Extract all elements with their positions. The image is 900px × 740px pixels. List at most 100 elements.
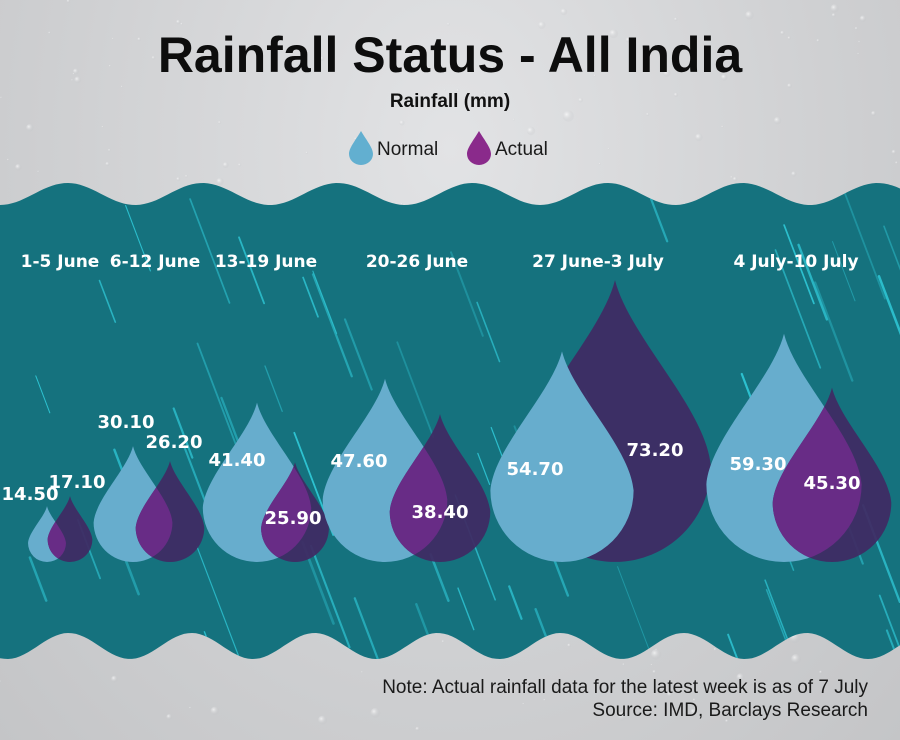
water-droplet [37,170,40,173]
water-droplet [111,37,114,40]
water-droplet [831,13,836,18]
water-droplet [730,176,733,179]
rain-streak [309,544,351,649]
rain-streak [832,241,856,302]
water-droplet [319,56,325,62]
water-droplet [609,29,619,39]
drop-group [93,446,205,562]
water-droplet [72,68,79,75]
water-droplet [166,714,173,720]
water-droplet [791,171,797,177]
water-droplet [185,174,188,178]
water-droplet [399,120,405,126]
drop-group [202,402,329,562]
rain-streak [764,579,809,659]
water-droplet [646,112,650,116]
rain-streak [196,342,238,448]
water-droplet [819,670,823,674]
water-droplet [560,8,568,16]
rain-streak [98,279,117,323]
chart-title: Rainfall Status - All India [158,27,744,83]
water-droplet [370,65,375,70]
water-droplet [137,37,142,42]
footnote: Note: Actual rainfall data for the lates… [382,677,868,698]
normal-value-label: 54.70 [507,459,564,480]
rain-streak [813,281,854,382]
water-droplet [400,202,404,206]
rain-streak [311,273,353,378]
rain-streak [877,275,900,382]
source-note: Source: IMD, Barclays Research [592,700,868,721]
rain-streak [429,553,450,602]
water-droplet [370,707,381,718]
water-droplet [7,158,10,161]
water-droplet [780,30,785,36]
actual-value-label: 73.20 [627,440,684,461]
water-droplet [318,715,328,725]
water-droplet [692,698,696,702]
rain-streak [343,318,373,391]
water-droplet [871,110,877,117]
water-droplet [578,97,584,103]
normal-value-label: 30.10 [98,412,155,433]
water-droplet [0,680,2,683]
water-droplet [745,10,754,20]
rain-streak [476,301,501,363]
rain-streak [534,608,577,659]
rain-streak [238,236,266,305]
rain-streak [264,365,283,412]
drop-group [490,280,711,562]
water-droplet [446,22,450,26]
water-droplet [444,89,446,92]
actual-value-label: 25.90 [265,508,322,529]
rain-streak [727,633,762,659]
category-label: 13-19 June [215,252,317,272]
water-droplet [736,673,745,682]
water-droplet [210,706,220,716]
water-droplet [695,133,703,142]
actual-drop-overlap [389,414,448,562]
category-labels: 1-5 June 6-12 June 13-19 June 20-26 June 27 … [21,252,859,272]
water-droplet [483,91,487,95]
water-droplet [674,17,678,22]
water-droplet [151,55,156,60]
drops [28,280,892,563]
normal-value-label: 47.60 [331,451,388,472]
rain-streak [457,587,475,631]
water-droplet [216,177,224,186]
water-droplet [176,177,181,182]
water-droplet [415,726,420,732]
rain-streak [125,204,151,272]
water-droplet [593,74,596,77]
water-droplet [512,118,516,121]
water-droplet [101,125,104,128]
water-droplet [652,670,657,674]
water-droplet [120,85,123,88]
rain-streak [783,224,815,305]
water-droplet [858,40,861,43]
actual-value-label: 45.30 [804,473,861,494]
water-droplet [673,92,679,98]
water-droplet [720,74,728,81]
legend-normal-drop-icon [349,131,373,165]
water-droplet [176,19,181,25]
rain-streak [843,190,886,300]
water-droplet [543,698,546,702]
chart-subtitle: Rainfall (mm) [390,91,510,112]
actual-value-label: 26.20 [146,432,203,453]
water-droplet [305,151,309,154]
water-droplet [667,691,673,698]
water-droplet [650,649,662,660]
water-droplet [48,31,51,35]
actual-value-label: 38.40 [412,502,469,523]
water-droplet [650,663,653,666]
water-droplet [725,719,729,723]
water-droplet [596,682,600,686]
actual-drop-overlap [47,506,66,562]
water-droplet [456,88,460,92]
rain-streak [189,198,231,304]
water-droplet [859,15,867,22]
water-droplet [350,143,353,146]
category-label: 4 July-10 July [733,252,858,272]
